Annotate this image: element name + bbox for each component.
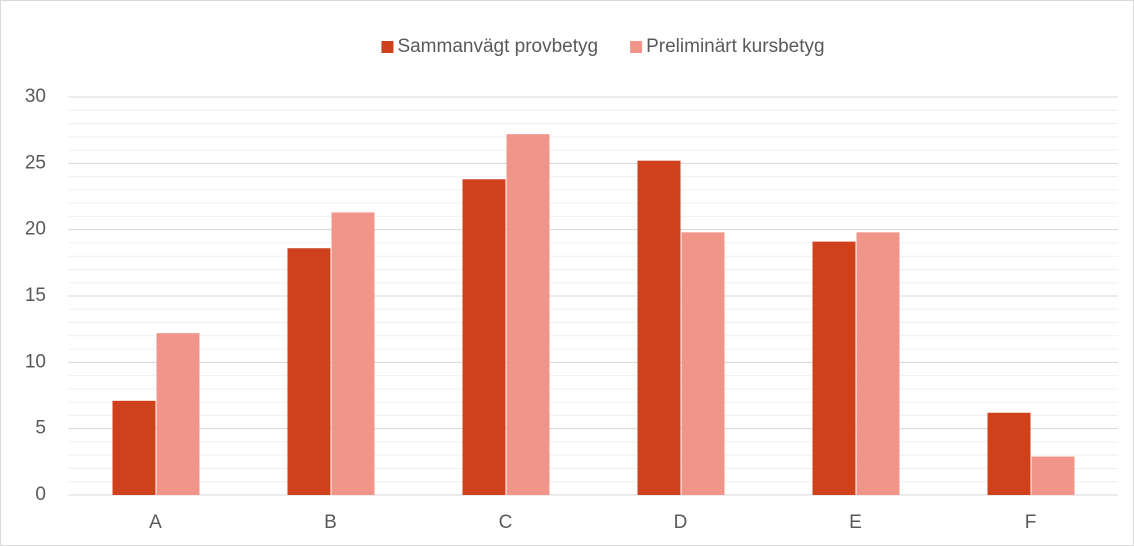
bar [637, 160, 681, 495]
y-tick-label: 25 [25, 152, 46, 173]
bar [681, 232, 725, 495]
y-tick-label: 5 [35, 418, 46, 439]
y-tick-label: 10 [25, 351, 46, 372]
bar [462, 179, 506, 495]
x-tick-label: E [849, 512, 862, 533]
bar [112, 400, 156, 495]
bar [987, 412, 1031, 495]
y-tick-label: 30 [25, 86, 46, 107]
bar [287, 248, 331, 495]
x-tick-label: A [149, 512, 162, 533]
legend-swatch [381, 41, 394, 53]
y-tick-label: 0 [35, 484, 46, 505]
bar [1031, 456, 1075, 495]
x-tick-label: D [674, 512, 688, 533]
x-tick-label: B [324, 512, 337, 533]
bar [856, 232, 900, 495]
legend-label: Preliminärt kursbetyg [646, 36, 824, 57]
x-tick-label: C [499, 512, 513, 533]
y-tick-label: 20 [25, 219, 46, 240]
bar [812, 241, 856, 495]
bar [156, 333, 200, 495]
bar [506, 134, 550, 495]
x-tick-label: F [1025, 512, 1037, 533]
legend-swatch [630, 41, 643, 53]
legend-label: Sammanvägt provbetyg [397, 36, 598, 57]
bar [331, 212, 375, 496]
y-tick-label: 15 [25, 285, 46, 306]
